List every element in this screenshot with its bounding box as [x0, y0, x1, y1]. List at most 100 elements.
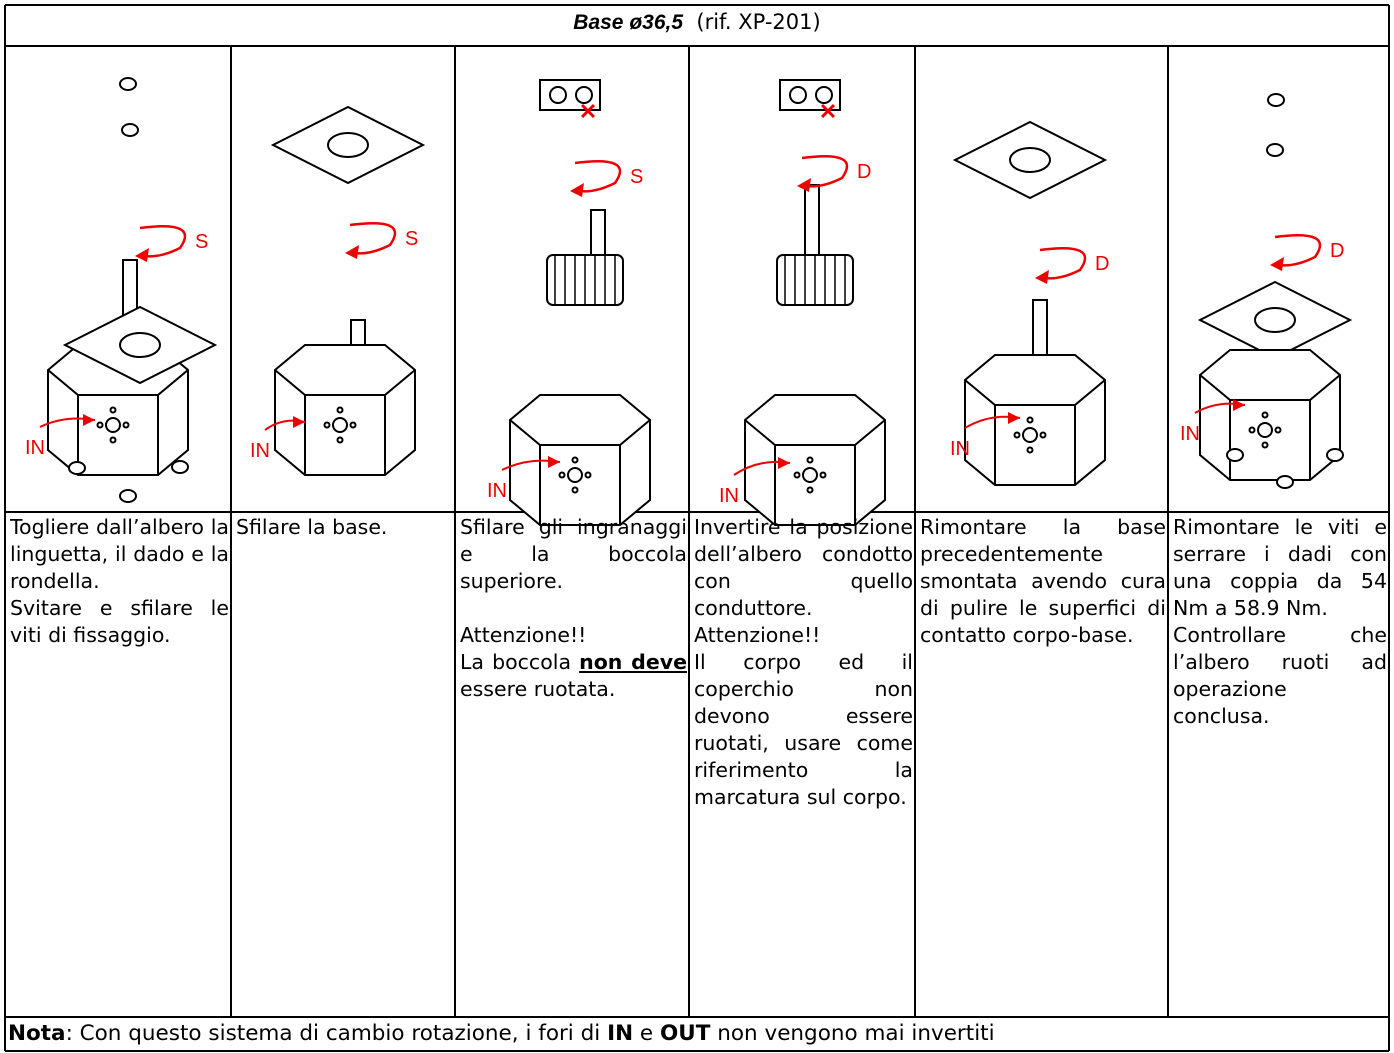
rotation-label: D: [1330, 240, 1344, 262]
paragraph: Attenzione!!: [694, 622, 913, 649]
bolt-hole: [584, 471, 592, 479]
rotation-arrow: [801, 154, 849, 188]
bolt-hole: [1261, 441, 1269, 449]
nut: [1276, 475, 1294, 489]
step-text: Togliere dall’albero la linguetta, il da…: [6, 514, 231, 649]
bolt-hole: [819, 471, 827, 479]
nut: [119, 489, 137, 503]
header-title: Base ø36,5: [573, 11, 684, 34]
rotation-arrow: [1274, 233, 1322, 267]
bolt-hole: [122, 421, 130, 429]
rotation-arrow: [1039, 246, 1087, 280]
text-run: : Con questo sistema di cambio rotazione…: [65, 1021, 608, 1046]
bolt-hole: [96, 421, 104, 429]
pump-body: [744, 394, 886, 526]
pump-edge: [744, 419, 886, 525]
header-ref: (rif. XP-201): [696, 10, 821, 34]
rotation-label: D: [1095, 253, 1109, 275]
bushing: [1254, 307, 1296, 333]
bushing: [1009, 147, 1051, 173]
text-run: e: [633, 1021, 660, 1046]
nut: [119, 77, 137, 91]
nut: [171, 460, 189, 474]
arrow-head: [1233, 399, 1245, 411]
nut: [121, 123, 139, 137]
rotation-label: D: [857, 161, 871, 183]
rotation-arrow: [139, 224, 187, 258]
nut: [1326, 448, 1344, 462]
hole: [789, 86, 807, 104]
arrow-head: [1035, 270, 1049, 284]
bolt-hole: [558, 471, 566, 479]
port: [1257, 422, 1273, 438]
arrow-head: [345, 245, 359, 259]
paragraph: Togliere dall’albero la linguetta, il da…: [10, 514, 229, 595]
pump-illustration: [509, 394, 651, 526]
arrow-head: [778, 457, 790, 469]
text-run: Rimontare la base precedentemente smonta…: [920, 515, 1166, 647]
arrow-head: [570, 183, 584, 197]
paragraph: Il corpo ed il coperchio non devono esse…: [694, 649, 913, 811]
text-run: Sfilare la base.: [236, 515, 388, 539]
bolt-hole: [806, 456, 814, 464]
port: [332, 417, 348, 433]
pump-edge: [1199, 374, 1341, 480]
paragraph: [460, 595, 687, 622]
bolt-hole: [1248, 426, 1256, 434]
arrow-head: [1008, 412, 1020, 424]
bolt-hole: [1261, 411, 1269, 419]
arrow-head: [1270, 257, 1284, 271]
paragraph: La boccola non deve essere ruotata.: [460, 649, 687, 703]
arrow-head: [548, 456, 560, 468]
port: [105, 417, 121, 433]
bolt-hole: [336, 406, 344, 414]
bolt-hole: [336, 436, 344, 444]
text-run: Nota: [8, 1021, 66, 1046]
pump-illustration: [1199, 349, 1341, 481]
arrow-head: [135, 248, 149, 262]
pump-body: [1199, 349, 1341, 481]
nut: [1267, 93, 1285, 107]
in-label: IN: [487, 480, 507, 502]
text-run: Attenzione!!: [694, 623, 821, 647]
text-run: non vengono mai invertiti: [710, 1021, 995, 1046]
bolt-hole: [1026, 446, 1034, 454]
step-text: Invertire la posizione dell’albero condo…: [690, 514, 915, 811]
pump-edge: [509, 419, 651, 525]
bolt-hole: [349, 421, 357, 429]
rotation-label: S: [630, 166, 643, 188]
in-label: IN: [1180, 423, 1200, 445]
paragraph: Invertire la posizione dell’albero condo…: [694, 514, 913, 622]
pump-edge: [274, 369, 416, 475]
step-text: Rimontare la base precedentemente smonta…: [916, 514, 1168, 649]
arrow-head: [83, 414, 95, 426]
bolt-hole: [109, 436, 117, 444]
pump-illustration: [274, 344, 416, 476]
bushing: [327, 132, 369, 158]
rotation-label: S: [195, 231, 208, 253]
paragraph: Rimontare le viti e serrare i dadi con u…: [1173, 514, 1387, 622]
bolt-hole: [571, 456, 579, 464]
rotation-arrow: [574, 159, 622, 193]
text-run: Rimontare le viti e serrare i dadi con u…: [1173, 515, 1387, 620]
rotation-label: S: [405, 228, 418, 250]
in-label: IN: [950, 438, 970, 460]
pump-illustration: [744, 394, 886, 526]
text-run: IN: [607, 1021, 634, 1046]
bolt-hole: [323, 421, 331, 429]
nut: [1266, 143, 1284, 157]
step-text: Rimontare le viti e serrare i dadi con u…: [1169, 514, 1389, 730]
cross: [820, 103, 836, 119]
bolt-hole: [109, 406, 117, 414]
text-run: essere ruotata.: [460, 677, 616, 701]
text-run: Sfilare gli ingranaggi e la boccola supe…: [460, 515, 687, 593]
nut: [1226, 448, 1244, 462]
paragraph: Rimontare la base precedentemente smonta…: [920, 514, 1166, 649]
nut: [68, 461, 86, 475]
hole: [815, 86, 833, 104]
arrow-head: [293, 416, 305, 428]
paragraph: Sfilare la base.: [236, 514, 453, 541]
paragraph: Sfilare gli ingranaggi e la boccola supe…: [460, 514, 687, 595]
